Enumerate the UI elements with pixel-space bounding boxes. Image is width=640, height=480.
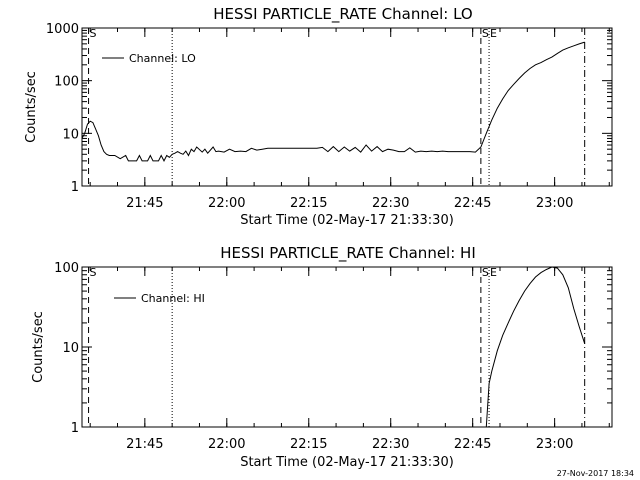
legend-lo: Channel: LO	[102, 52, 196, 65]
x-axis-lo: 21:45 22:00 22:15 22:30 22:45 23:00	[89, 28, 610, 211]
chart-title-lo: HESSI PARTICLE_RATE Channel: LO	[213, 5, 472, 24]
time-marker-label-hi: S	[482, 266, 489, 279]
time-marker-label-lo: E	[490, 27, 497, 40]
x-tick-label-hi: 22:00	[208, 437, 245, 452]
time-marker-label-lo: S	[90, 27, 97, 40]
plot-frame-hi	[81, 266, 613, 428]
legend-label-hi: Channel: HI	[141, 292, 205, 305]
x-axis-hi: 21:45 22:00 22:15 22:30 22:45 23:00	[89, 267, 610, 452]
y-tick-label-lo: 1	[71, 180, 79, 195]
series-line-lo	[81, 41, 585, 163]
plot-frame-lo	[81, 27, 613, 187]
time-marker-label-lo: S	[482, 27, 489, 40]
panel-lo: HESSI PARTICLE_RATE Channel: LO 1 10 100 10…	[24, 5, 613, 228]
x-tick-label-lo: 22:15	[290, 196, 327, 211]
x-tick-label-lo: 22:45	[454, 196, 491, 211]
chart-title-hi: HESSI PARTICLE_RATE Channel: HI	[220, 244, 476, 263]
x-tick-label-lo: 22:30	[372, 196, 409, 211]
legend-label-lo: Channel: LO	[129, 52, 196, 65]
footer-timestamp: 27-Nov-2017 18:34	[557, 469, 634, 478]
y-tick-label-lo: 100	[54, 75, 79, 90]
panel-hi: HESSI PARTICLE_RATE Channel: HI 1 10 100 2…	[31, 244, 613, 470]
y-tick-label-hi: 1	[71, 421, 79, 436]
y-tick-label-lo: 10	[62, 127, 79, 142]
series-hi	[485, 266, 586, 428]
time-marker-label-hi: S	[90, 266, 97, 279]
y-axis-hi: 1 10 100	[54, 261, 612, 436]
x-tick-label-hi: 22:15	[290, 437, 327, 452]
x-tick-label-lo: 23:00	[536, 196, 573, 211]
y-tick-label-hi: 10	[62, 341, 79, 356]
time-marker-label-hi: E	[490, 266, 497, 279]
y-tick-label-hi: 100	[54, 261, 79, 276]
x-tick-label-lo: 22:00	[208, 196, 245, 211]
y-axis-lo: 1 10 100 1000	[46, 22, 612, 195]
x-tick-label-hi: 22:30	[372, 437, 409, 452]
x-axis-label-hi: Start Time (02-May-17 21:33:30)	[240, 455, 454, 470]
y-tick-label-lo: 1000	[46, 22, 79, 37]
x-tick-label-hi: 22:45	[454, 437, 491, 452]
y-axis-label-hi: Counts/sec	[31, 311, 46, 383]
x-tick-label-hi: 21:45	[126, 437, 163, 452]
legend-hi: Channel: HI	[114, 292, 205, 305]
series-lo	[81, 41, 585, 163]
x-tick-label-hi: 23:00	[536, 437, 573, 452]
y-axis-label-lo: Counts/sec	[24, 71, 39, 143]
x-tick-label-lo: 21:45	[126, 196, 163, 211]
x-axis-label-lo: Start Time (02-May-17 21:33:30)	[240, 213, 454, 228]
series-line-hi	[485, 266, 586, 428]
